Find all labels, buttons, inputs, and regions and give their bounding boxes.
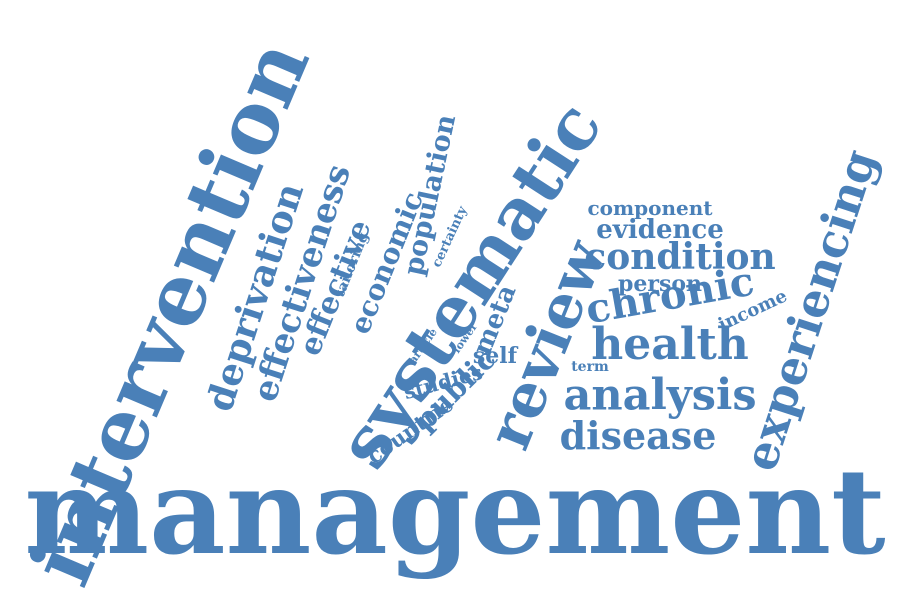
word-term: term bbox=[571, 359, 609, 375]
word-analysis: analysis bbox=[563, 370, 757, 421]
word-health: health bbox=[591, 319, 749, 370]
word-component: component bbox=[587, 196, 713, 220]
word-self: self bbox=[472, 343, 518, 369]
word-condition: condition bbox=[584, 236, 776, 278]
word-person: person bbox=[617, 271, 703, 297]
word-disease: disease bbox=[559, 413, 717, 458]
word-evidence: evidence bbox=[596, 215, 724, 245]
word-management: management bbox=[24, 442, 886, 581]
